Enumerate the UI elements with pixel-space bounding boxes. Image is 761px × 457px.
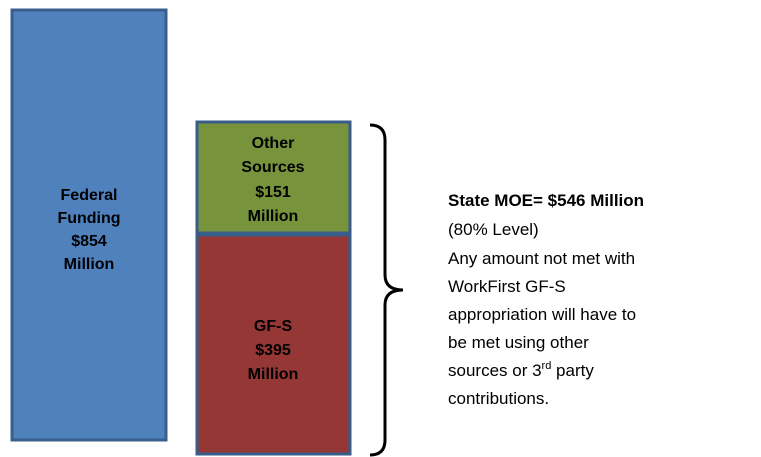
note-text: sources or 3 [448, 361, 542, 380]
gfs-block [195, 233, 352, 456]
label-line: $395 [255, 342, 291, 359]
label-line: Other [252, 135, 295, 152]
other-label: Other Sources $151 Million [241, 135, 304, 225]
other-sources-block [195, 120, 352, 235]
note: State MOE= $546 Million (80% Level) Any … [448, 191, 644, 408]
gfs-label: GF-S $395 Million [248, 318, 299, 383]
note-text: party [551, 361, 594, 380]
note-line: WorkFirst GF-S [448, 277, 566, 296]
note-line: appropriation will have to [448, 305, 636, 324]
label-line: $854 [71, 233, 107, 250]
note-line: sources or 3rd party [448, 360, 594, 380]
label-line: GF-S [254, 318, 293, 335]
brace [369, 123, 404, 457]
label-line: Funding [57, 210, 120, 227]
federal-block [10, 8, 168, 442]
label-line: $151 [255, 184, 291, 201]
note-line: Any amount not met with [448, 249, 635, 268]
label-line: Million [248, 208, 299, 225]
label-line: Federal [61, 187, 118, 204]
note-line: contributions. [448, 389, 549, 408]
label-line: Million [248, 366, 299, 383]
note-line: (80% Level) [448, 220, 539, 239]
note-line: be met using other [448, 333, 589, 352]
note-title: State MOE= $546 Million [448, 191, 644, 210]
label-line: Million [64, 256, 115, 273]
label-line: Sources [241, 159, 304, 176]
federal-label: Federal Funding $854 Million [57, 187, 120, 273]
superscript: rd [542, 360, 552, 372]
